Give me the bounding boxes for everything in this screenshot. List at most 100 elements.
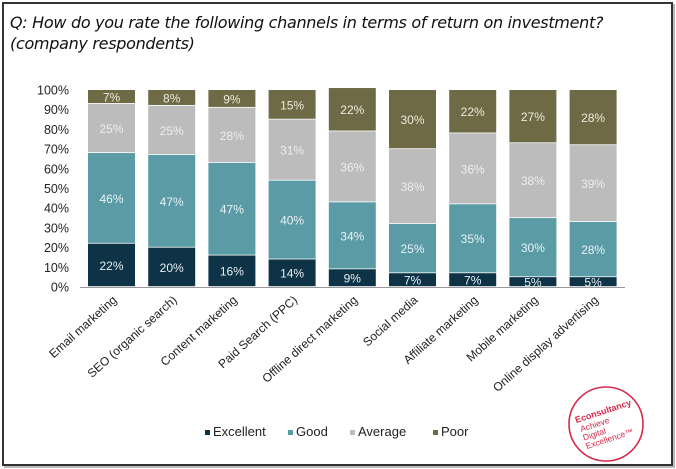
- data-label: 8%: [163, 91, 181, 105]
- title-line-1: Q: How do you rate the following channel…: [10, 13, 604, 32]
- data-label: 28%: [220, 129, 244, 143]
- data-label: 40%: [280, 214, 304, 228]
- bar-segment-good: [88, 153, 135, 243]
- chart-title: Q: How do you rate the following channel…: [10, 12, 603, 54]
- legend-item: Good: [288, 424, 328, 439]
- bar-segment-good: [148, 155, 196, 247]
- bar-segment-average: [268, 119, 316, 180]
- legend-swatch: [350, 430, 355, 435]
- bar-segment-poor: [268, 90, 316, 119]
- bar-segment-excellent: [569, 277, 617, 287]
- data-label: 9%: [344, 272, 362, 286]
- data-label: 30%: [400, 113, 424, 127]
- data-label: 38%: [521, 174, 545, 188]
- bar-stack: 22% 46% 25% 7%: [88, 90, 135, 287]
- data-label: 35%: [461, 232, 485, 246]
- data-label: 38%: [400, 180, 424, 194]
- bar-segment-excellent: [449, 273, 497, 287]
- bar-segment-poor: [88, 90, 135, 103]
- data-label: 22%: [340, 103, 364, 117]
- data-label: 5%: [584, 276, 602, 290]
- legend-swatch: [205, 430, 210, 435]
- data-label: 7%: [103, 90, 121, 104]
- legend-item: Excellent: [205, 424, 266, 439]
- data-label: 27%: [521, 110, 545, 124]
- bar-segment-good: [389, 223, 436, 273]
- legend-swatch: [433, 430, 438, 435]
- bar-stack: 20% 47% 25% 8%: [148, 90, 196, 287]
- bar-segment-average: [88, 103, 135, 153]
- data-label: 46%: [99, 192, 123, 206]
- x-tick-label: Social media: [360, 293, 421, 350]
- bar-segment-excellent: [148, 247, 196, 287]
- bar-segment-good: [569, 221, 617, 277]
- y-tick-label: 30%: [44, 221, 69, 235]
- y-tick-label: 100%: [37, 84, 69, 98]
- bar-stack: 16% 47% 28% 9%: [208, 90, 256, 287]
- bar-stack: 14% 40% 31% 15%: [268, 90, 316, 287]
- data-label: 28%: [581, 111, 605, 125]
- data-label: 16%: [220, 265, 244, 279]
- bar-segment-average: [328, 131, 376, 202]
- legend-label: Average: [358, 424, 406, 439]
- bar-stack: 9% 34% 36% 22%: [328, 88, 376, 287]
- data-label: 22%: [99, 259, 123, 273]
- data-label: 7%: [404, 274, 422, 288]
- data-label: 20%: [160, 261, 184, 275]
- bar-segment-good: [509, 218, 557, 277]
- data-label: 7%: [464, 274, 482, 288]
- bar-stack: 5% 30% 38% 27%: [509, 90, 557, 290]
- y-tick-label: 90%: [44, 103, 69, 117]
- data-label: 25%: [400, 242, 424, 256]
- bar-segment-average: [509, 143, 557, 218]
- bar-segment-good: [208, 162, 256, 255]
- legend-item: Average: [350, 424, 406, 439]
- bar-segment-poor: [328, 88, 376, 131]
- data-label: 30%: [521, 241, 545, 255]
- y-tick-label: 50%: [44, 182, 69, 196]
- bar-segment-excellent: [328, 269, 376, 287]
- data-label: 31%: [280, 144, 304, 158]
- bars: 22% 46% 25% 7% 20% 47% 25% 8% 16% 47% 28% 9% 14% 40% 3…: [88, 88, 617, 290]
- legend-label: Poor: [441, 424, 469, 439]
- bar-segment-good: [328, 202, 376, 269]
- bar-segment-poor: [389, 90, 436, 149]
- bar-segment-excellent: [208, 255, 256, 287]
- data-label: 36%: [461, 162, 485, 176]
- bar-segment-poor: [208, 90, 256, 107]
- bar-segment-poor: [569, 90, 617, 145]
- x-tick-label: Online display advertising: [490, 293, 601, 395]
- bar-stack: 5% 28% 39% 28%: [569, 90, 617, 290]
- bar-segment-average: [208, 107, 256, 163]
- legend-swatch: [288, 430, 293, 435]
- bar-segment-excellent: [389, 273, 436, 287]
- y-tick-label: 70%: [44, 143, 69, 157]
- data-label: 9%: [223, 92, 241, 106]
- y-axis: 0% 10% 20% 30% 40% 50% 60% 70% 80% 90% 100%: [37, 84, 69, 295]
- stamp-circle: [568, 386, 644, 462]
- y-tick-label: 40%: [44, 202, 69, 216]
- bar-segment-poor: [449, 90, 497, 133]
- data-label: 34%: [340, 229, 364, 243]
- data-label: 25%: [160, 124, 184, 138]
- title-line-2: (company respondents): [10, 34, 195, 53]
- bar-segment-excellent: [509, 277, 557, 287]
- bar-segment-excellent: [88, 243, 135, 287]
- bar-segment-good: [268, 180, 316, 259]
- bar-segment-average: [148, 105, 196, 155]
- data-label: 47%: [220, 203, 244, 217]
- bar-segment-average: [569, 145, 617, 222]
- bar-segment-poor: [509, 90, 557, 143]
- y-tick-label: 60%: [44, 162, 69, 176]
- bar-stack: 7% 35% 36% 22%: [449, 90, 497, 288]
- data-label: 39%: [581, 177, 605, 191]
- bar-segment-good: [449, 204, 497, 273]
- data-label: 14%: [280, 267, 304, 281]
- bar-segment-poor: [148, 90, 196, 105]
- y-tick-label: 0%: [51, 281, 69, 295]
- y-tick-label: 80%: [44, 123, 69, 137]
- data-label: 36%: [340, 160, 364, 174]
- legend: Excellent Good Average Poor: [205, 424, 469, 439]
